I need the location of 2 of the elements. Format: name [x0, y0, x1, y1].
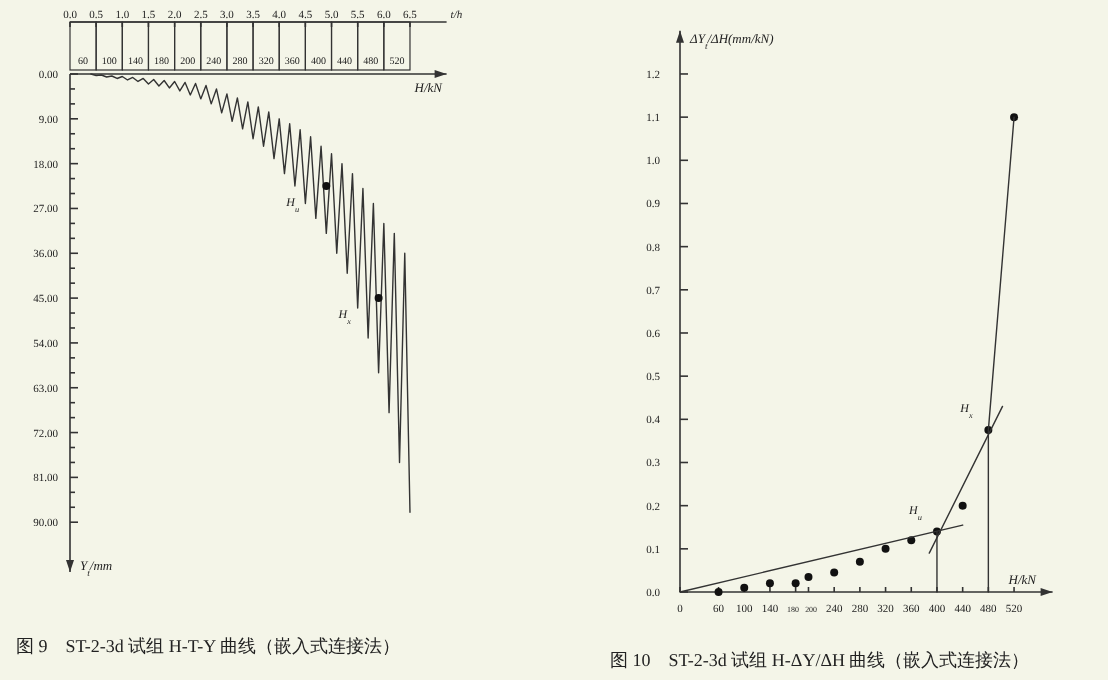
text: 图 10 ST-2-3d 试组 H-ΔY/ΔH 曲线（嵌入式连接法）	[610, 650, 1030, 670]
text: 图 9 ST-2-3d 试组 H-T-Y 曲线（嵌入式连接法）	[16, 636, 401, 656]
